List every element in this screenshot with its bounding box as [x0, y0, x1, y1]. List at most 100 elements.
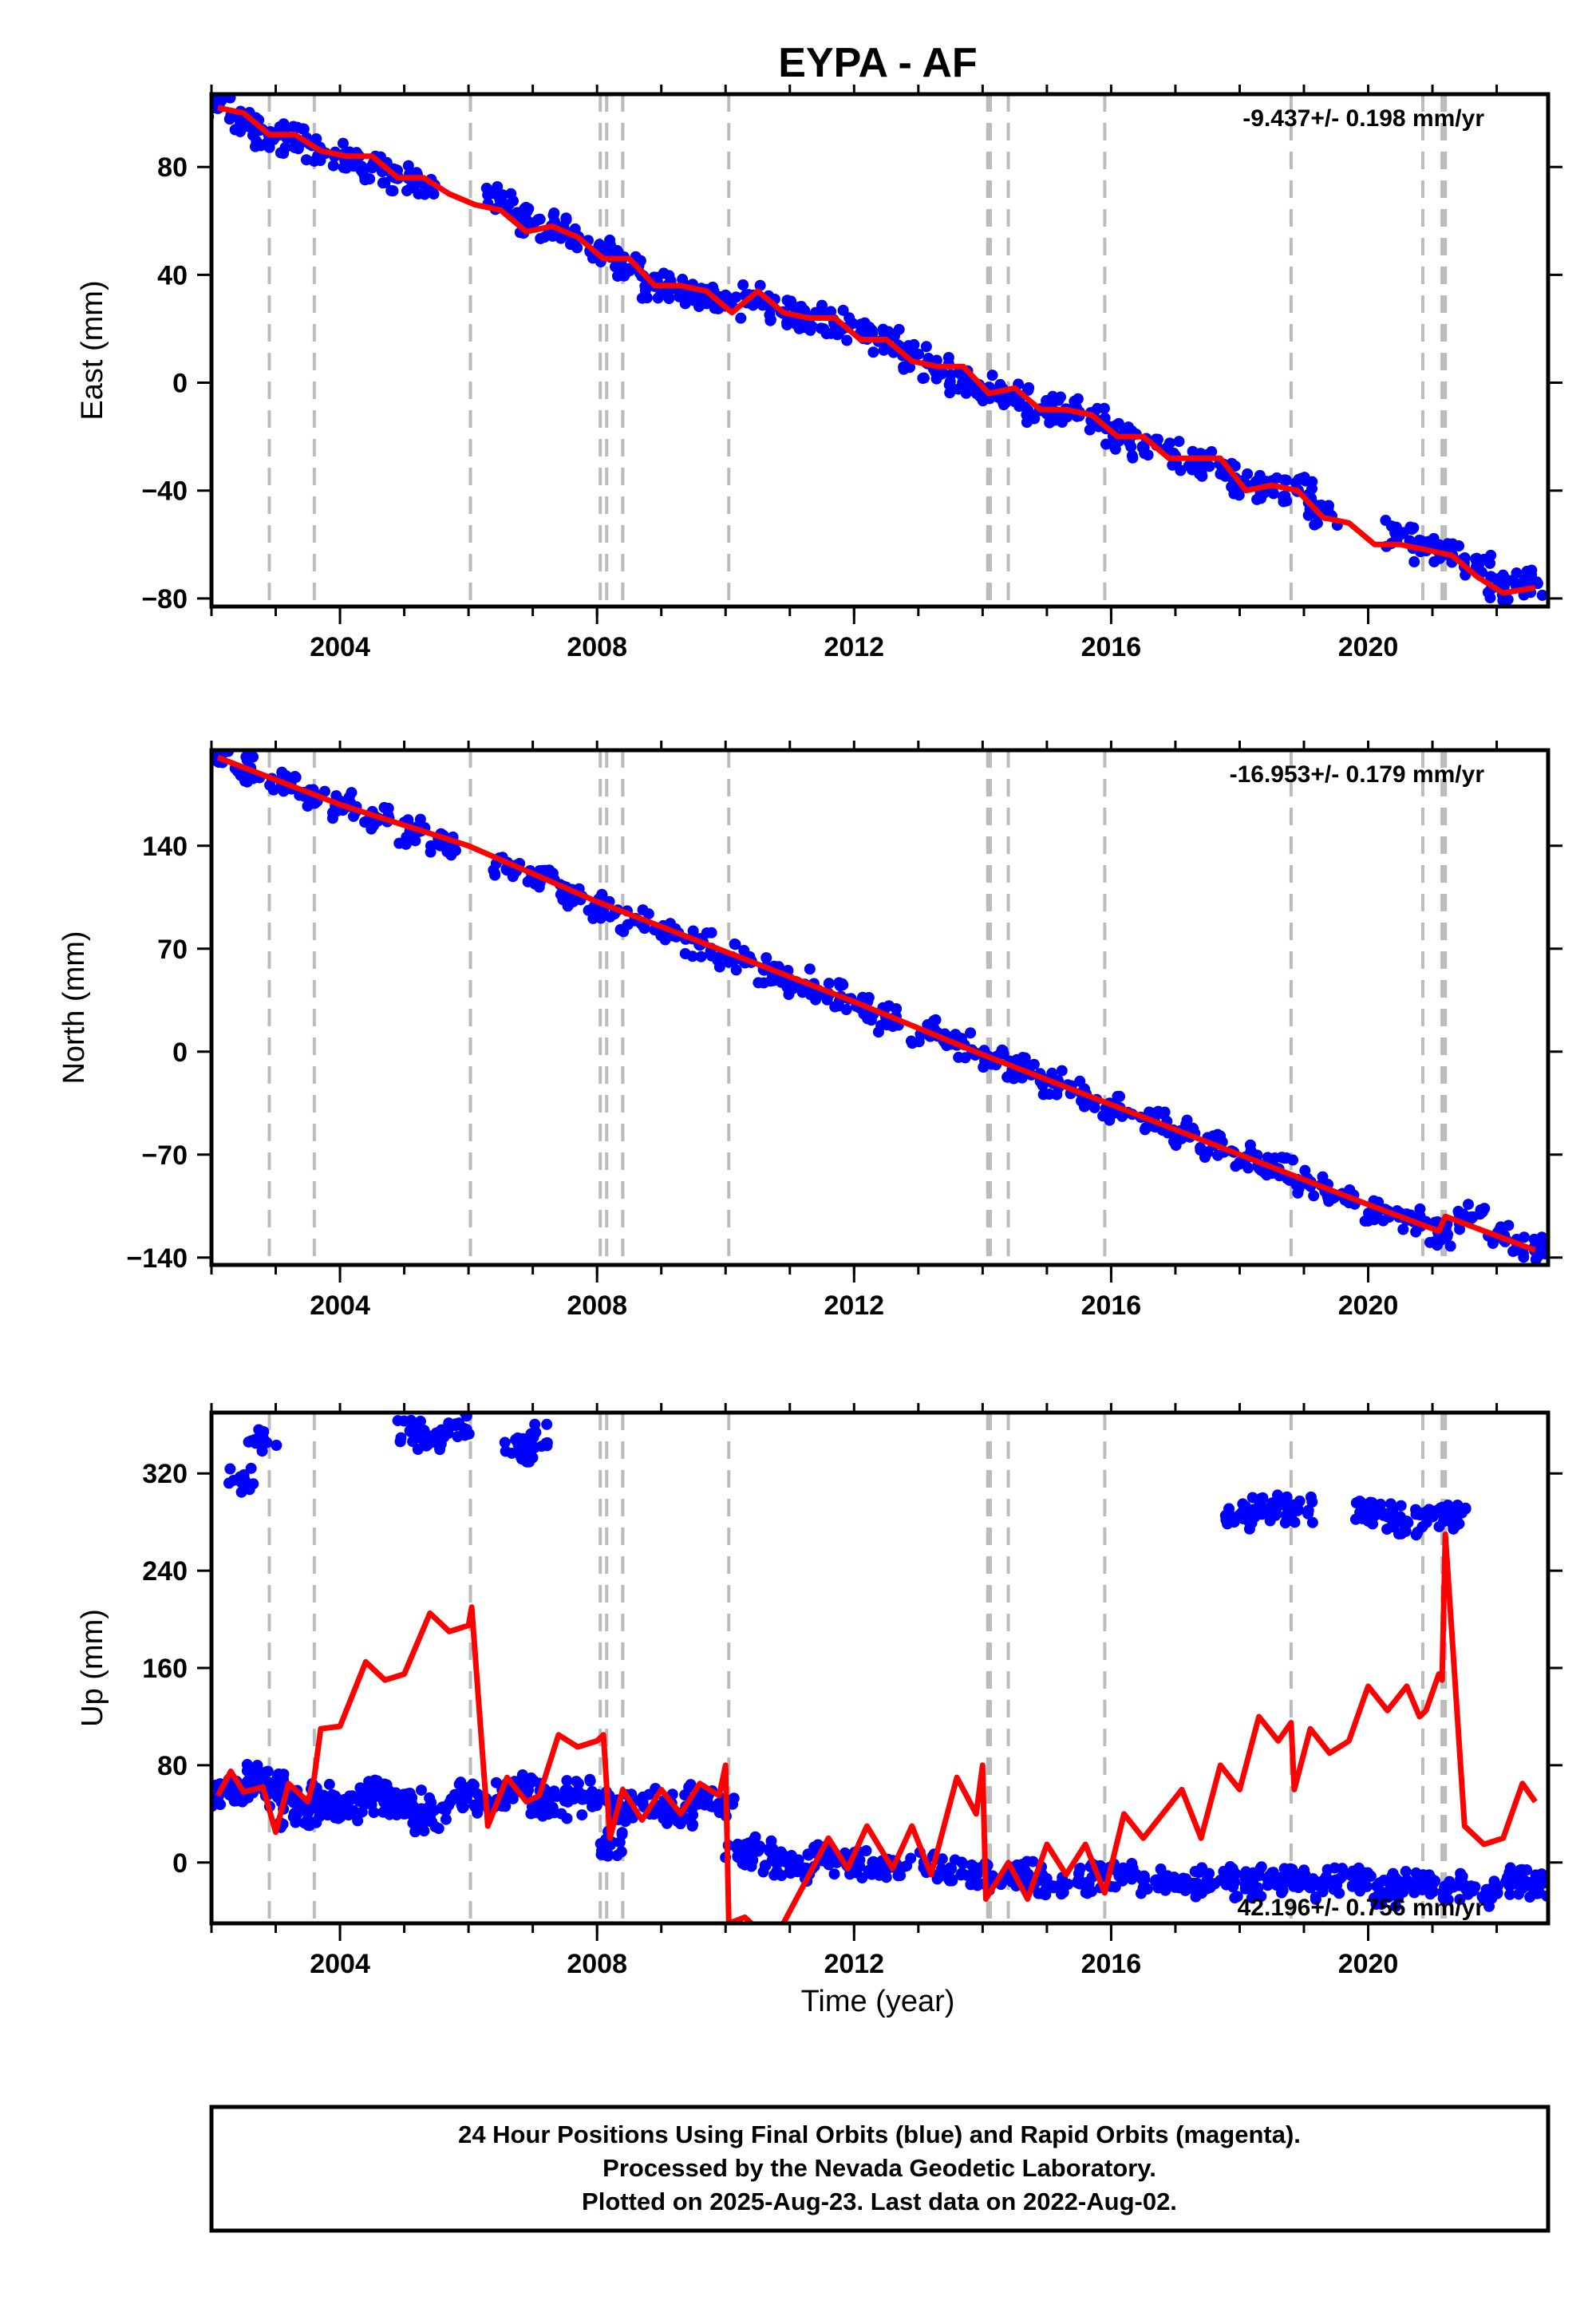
- data-point: [369, 1774, 381, 1786]
- data-point: [823, 978, 835, 990]
- data-point: [1073, 1878, 1085, 1890]
- data-point: [986, 370, 998, 381]
- data-point: [747, 299, 759, 311]
- data-point: [676, 291, 688, 303]
- data-point: [406, 1792, 418, 1804]
- data-point: [318, 1789, 330, 1801]
- data-point: [1436, 1508, 1448, 1520]
- data-point: [1328, 1883, 1340, 1895]
- data-point: [555, 888, 567, 900]
- data-point: [359, 816, 371, 828]
- data-point: [1126, 1873, 1138, 1885]
- data-point: [1056, 1888, 1068, 1900]
- data-point: [1037, 1089, 1049, 1101]
- data-point: [901, 1860, 913, 1871]
- data-point: [314, 155, 326, 167]
- data-point: [867, 327, 879, 339]
- data-point: [579, 1789, 591, 1801]
- y-tick-label: 80: [157, 152, 188, 183]
- data-point: [1053, 394, 1065, 406]
- data-point: [1429, 1875, 1441, 1887]
- x-tick-label: 2020: [1338, 1290, 1399, 1321]
- data-point: [840, 1003, 852, 1015]
- data-point: [1507, 1873, 1519, 1885]
- data-point: [904, 362, 916, 373]
- data-point: [1167, 1136, 1179, 1148]
- data-point: [1390, 1900, 1402, 1912]
- data-point: [858, 1008, 870, 1020]
- data-point: [1470, 553, 1482, 565]
- model-fit-line: [216, 754, 1537, 1253]
- data-point: [793, 301, 805, 313]
- data-point: [302, 800, 314, 812]
- data-point: [828, 1868, 840, 1880]
- chart-title: EYPA - AF: [778, 40, 977, 86]
- velocity-label: 42.196+/- 0.756 mm/yr: [1238, 1895, 1485, 1921]
- data-point: [507, 1792, 519, 1804]
- data-point: [223, 1477, 235, 1489]
- data-point: [1530, 1254, 1542, 1265]
- data-point: [1385, 520, 1397, 532]
- data-point: [463, 1428, 475, 1440]
- data-point: [576, 1809, 588, 1821]
- data-point: [1144, 1106, 1156, 1118]
- data-point: [323, 1778, 335, 1790]
- data-point: [460, 1792, 472, 1804]
- data-point: [1195, 468, 1207, 480]
- event-lines: [267, 94, 1448, 607]
- data-point: [1215, 1130, 1227, 1142]
- data-point: [821, 994, 833, 1006]
- data-point: [781, 319, 793, 331]
- data-point: [1357, 1867, 1369, 1879]
- data-point: [1395, 1500, 1407, 1512]
- y-tick-label: −40: [141, 476, 188, 507]
- data-point: [920, 341, 932, 353]
- data-point: [1061, 411, 1073, 423]
- data-point: [587, 912, 599, 924]
- data-point: [1140, 1122, 1152, 1134]
- data-point: [1009, 396, 1021, 408]
- data-point: [525, 1772, 537, 1784]
- data-point: [832, 328, 844, 340]
- data-point: [743, 1837, 755, 1849]
- data-point: [1278, 1152, 1290, 1164]
- data-point: [971, 1879, 983, 1891]
- y-tick-label: 240: [142, 1556, 188, 1587]
- data-point: [1076, 1095, 1088, 1107]
- data-point: [569, 223, 581, 235]
- data-point: [200, 99, 211, 110]
- x-tick-label: 2016: [1081, 632, 1142, 662]
- data-point: [1290, 477, 1302, 489]
- scatter-series: [200, 94, 1548, 607]
- data-point: [598, 1849, 610, 1861]
- data-point: [276, 766, 288, 778]
- data-point: [1427, 1886, 1439, 1898]
- data-point: [753, 977, 764, 989]
- data-point: [1386, 1503, 1398, 1515]
- data-point: [837, 304, 849, 316]
- data-point: [1275, 1887, 1287, 1899]
- data-point: [740, 1854, 752, 1866]
- data-point: [394, 1436, 406, 1448]
- data-point: [1454, 1223, 1466, 1235]
- data-point: [224, 94, 236, 104]
- data-point: [1228, 488, 1240, 500]
- data-point: [1115, 1871, 1127, 1883]
- y-tick-label: −70: [141, 1140, 188, 1171]
- data-point: [1452, 1205, 1464, 1217]
- x-tick-label: 2020: [1338, 632, 1399, 662]
- data-point: [1504, 1862, 1516, 1874]
- data-point: [331, 805, 343, 817]
- data-point: [784, 1862, 796, 1874]
- data-point: [457, 1801, 469, 1813]
- data-point: [1372, 1890, 1384, 1902]
- data-point: [551, 1790, 563, 1802]
- data-point: [457, 1781, 469, 1793]
- data-point: [771, 1866, 783, 1878]
- data-point: [1108, 1107, 1120, 1119]
- data-point: [399, 1808, 411, 1820]
- data-point: [922, 353, 934, 365]
- data-point: [468, 1779, 480, 1791]
- data-point: [245, 1462, 257, 1474]
- x-tick-label: 2004: [310, 1290, 370, 1321]
